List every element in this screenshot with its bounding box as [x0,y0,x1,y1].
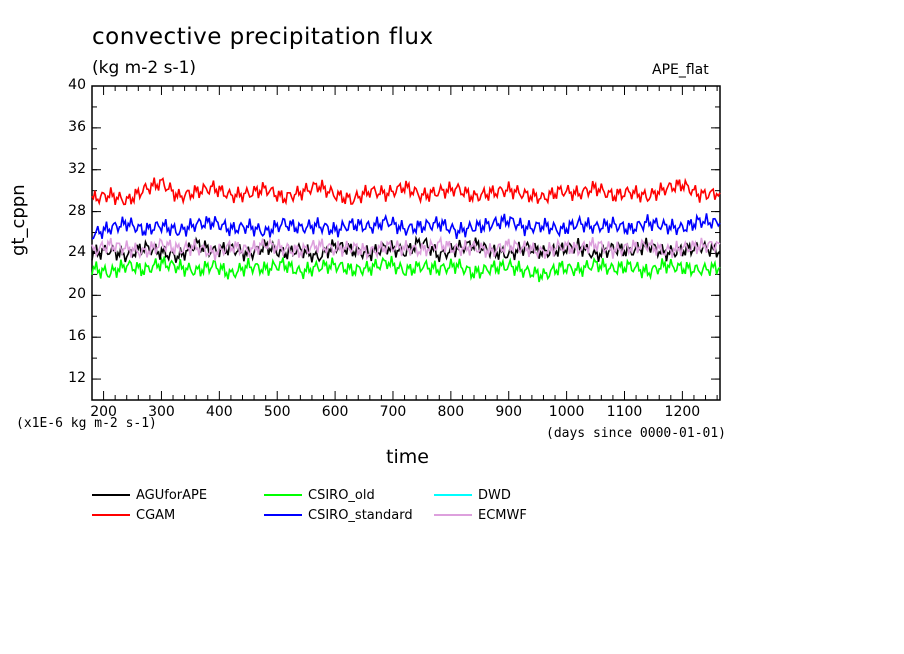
legend-label: CSIRO_standard [308,507,413,523]
run-label: APE_flat [652,62,709,78]
legend-label: ECMWF [478,507,527,523]
series-line-csiro-standard [91,213,721,240]
chart-units: (kg m-2 s-1) [92,58,197,78]
x-tick-label: 1000 [548,404,585,420]
y-tick-label: 32 [68,160,86,177]
x-units-label: (days since 0000-01-01) [546,426,727,441]
series-line-csiro-old [91,255,721,283]
series-lines [91,177,721,283]
x-tick-label: 400 [205,404,233,420]
legend-item-csiro-old: CSIRO_old [264,487,375,503]
y-tick-label: 24 [68,244,86,261]
x-tick-label: 900 [495,404,523,420]
legend-item-dwd: DWD [434,487,511,503]
x-tick-label: 700 [379,404,407,420]
y-tick-label: 16 [68,328,86,345]
legend-swatch [264,514,302,516]
legend-label: AGUforAPE [136,487,208,503]
x-tick-label: 800 [437,404,465,420]
legend-item-aguforape: AGUforAPE [92,487,207,503]
plot-frame [91,85,721,401]
legend-item-csiro-standard: CSIRO_standard [264,507,413,523]
legend-swatch [434,514,472,516]
y-tick-label: 12 [68,370,86,387]
chart-title: convective precipitation flux [92,24,434,50]
x-tick-label: 1100 [606,404,643,420]
legend-swatch [92,494,130,496]
x-tick-label: 500 [263,404,291,420]
x-tick-label: 1200 [664,404,701,420]
legend-label: DWD [478,487,511,503]
y-multiplier-label: (x1E-6 kg m-2 s-1) [16,416,157,431]
x-tick-label: 300 [148,404,175,420]
legend-swatch [434,494,472,496]
legend-label: CGAM [136,507,176,523]
y-tick-label: 36 [68,118,86,135]
series-line-aguforape [91,235,721,263]
x-axis-label: time [386,446,429,468]
y-tick-label: 20 [68,286,86,303]
legend-item-ecmwf: ECMWF [434,507,527,523]
legend-swatch [264,494,302,496]
y-axis-label: gt_cppn [8,184,29,256]
series-line-cgam [91,177,721,206]
legend-label: CSIRO_old [308,487,375,503]
legend-swatch [92,514,130,516]
y-tick-label: 40 [68,77,86,93]
x-tick-label: 600 [321,404,349,420]
legend-item-cgam: CGAM [92,507,175,523]
axis-ticks [92,85,720,400]
x-tick-label: 200 [90,404,117,420]
series-line-ecmwf [91,235,721,261]
y-tick-label: 28 [68,202,86,219]
